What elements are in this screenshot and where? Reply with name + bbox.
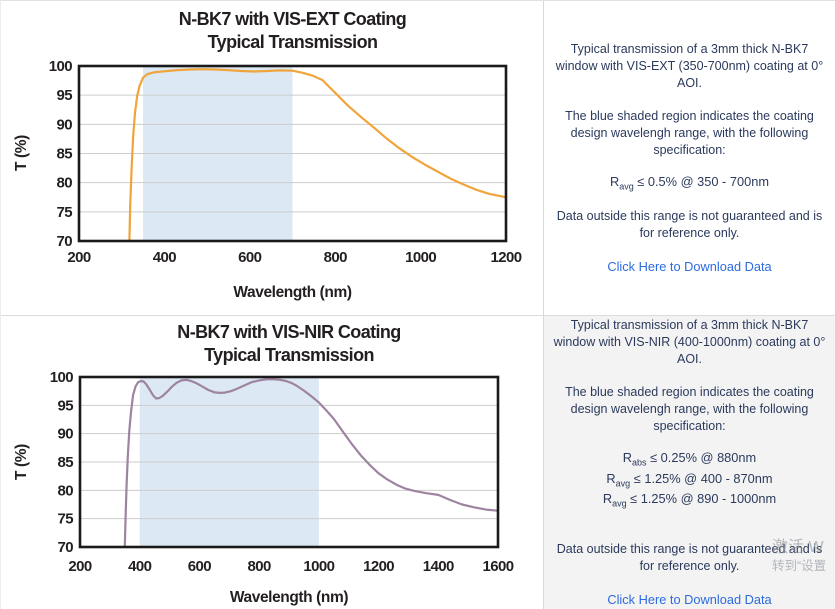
x-tick-label: 800 <box>248 558 271 575</box>
vis-nir-specs: Rabs ≤ 0.25% @ 880nm Ravg ≤ 1.25% @ 400 … <box>603 449 776 511</box>
y-tick-label: 100 <box>50 369 73 386</box>
row-vis-ext: N-BK7 with VIS-EXT Coating Typical Transm… <box>1 1 835 316</box>
x-tick-label: 1600 <box>483 558 514 575</box>
vis-ext-info-cell: Typical transmission of a 3mm thick N-BK… <box>544 1 835 315</box>
x-tick-label: 200 <box>67 249 90 266</box>
x-axis-title: Wavelength (nm) <box>230 589 349 606</box>
transmission-curve <box>128 68 506 242</box>
vis-ext-description: Typical transmission of a 3mm thick N-BK… <box>555 42 824 90</box>
x-tick-label: 400 <box>128 558 151 575</box>
x-tick-label: 400 <box>153 249 176 266</box>
spec-ravg-1: Ravg ≤ 1.25% @ 400 - 870nm <box>606 470 773 489</box>
y-axis-title: T (%) <box>13 444 30 480</box>
plot-frame <box>77 64 508 243</box>
y-tick-label: 80 <box>57 175 73 192</box>
vis-ext-specs: Ravg ≤ 0.5% @ 350 - 700nm <box>610 173 769 194</box>
x-tick-label: 600 <box>188 558 211 575</box>
y-tick-label: 70 <box>57 233 73 250</box>
spec-ravg: Ravg ≤ 0.5% @ 350 - 700nm <box>609 174 770 192</box>
vis-nir-transmission-chart: N-BK7 with VIS-NIR Coating Typical Transm… <box>13 322 514 606</box>
y-tick-label: 95 <box>58 397 74 414</box>
y-tick-label: 90 <box>58 426 74 443</box>
spec-rabs: Rabs ≤ 0.25% @ 880nm <box>622 449 757 468</box>
vis-nir-band-note: The blue shaded region indicates the coa… <box>565 384 814 433</box>
x-tick-label: 800 <box>324 249 347 266</box>
row-vis-nir: N-BK7 with VIS-NIR Coating Typical Transm… <box>1 316 835 609</box>
y-tick-label: 85 <box>58 454 74 471</box>
y-tick-label: 95 <box>57 87 73 104</box>
x-tick-label: 1000 <box>405 249 436 266</box>
vis-nir-description: Typical transmission of a 3mm thick N-BK… <box>553 317 826 366</box>
vis-ext-disclaimer: Data outside this range is not guarantee… <box>556 208 823 240</box>
y-tick-label: 90 <box>57 116 73 133</box>
x-tick-label: 200 <box>68 558 91 575</box>
y-tick-label: 70 <box>58 539 74 556</box>
y-axis-title: T (%) <box>13 135 30 171</box>
chart-title-line1: N-BK7 with VIS-EXT Coating <box>179 9 406 29</box>
x-tick-label: 1400 <box>423 558 454 575</box>
transmission-curve <box>123 378 498 548</box>
y-tick-label: 85 <box>57 146 73 163</box>
vis-ext-band-note: The blue shaded region indicates the coa… <box>565 109 814 157</box>
vis-ext-chart-cell: N-BK7 with VIS-EXT Coating Typical Transm… <box>1 1 544 315</box>
plot-frame <box>78 375 500 549</box>
y-tick-label: 75 <box>57 204 73 221</box>
x-axis-title: Wavelength (nm) <box>233 284 352 301</box>
chart-title-line1: N-BK7 with VIS-NIR Coating <box>177 322 400 342</box>
vis-nir-chart-cell: N-BK7 with VIS-NIR Coating Typical Transm… <box>1 316 544 609</box>
chart-title-line2: Typical Transmission <box>208 32 378 52</box>
vis-nir-info-cell: Typical transmission of a 3mm thick N-BK… <box>544 316 835 609</box>
x-tick-label: 1000 <box>303 558 334 575</box>
chart-title-line2: Typical Transmission <box>204 345 374 365</box>
vis-nir-disclaimer: Data outside this range is not guarantee… <box>556 541 823 573</box>
spec-ravg-2: Ravg ≤ 1.25% @ 890 - 1000nm <box>602 491 777 509</box>
vis-ext-download-link[interactable]: Click Here to Download Data <box>607 258 772 274</box>
y-tick-label: 75 <box>58 511 74 528</box>
vis-nir-download-link[interactable]: Click Here to Download Data <box>607 591 772 607</box>
y-tick-label: 100 <box>49 58 72 75</box>
x-tick-label: 1200 <box>363 558 394 575</box>
y-tick-label: 80 <box>58 482 74 499</box>
vis-ext-transmission-chart: N-BK7 with VIS-EXT Coating Typical Transm… <box>13 9 522 301</box>
x-tick-label: 1200 <box>491 249 522 266</box>
x-tick-label: 600 <box>238 249 261 266</box>
